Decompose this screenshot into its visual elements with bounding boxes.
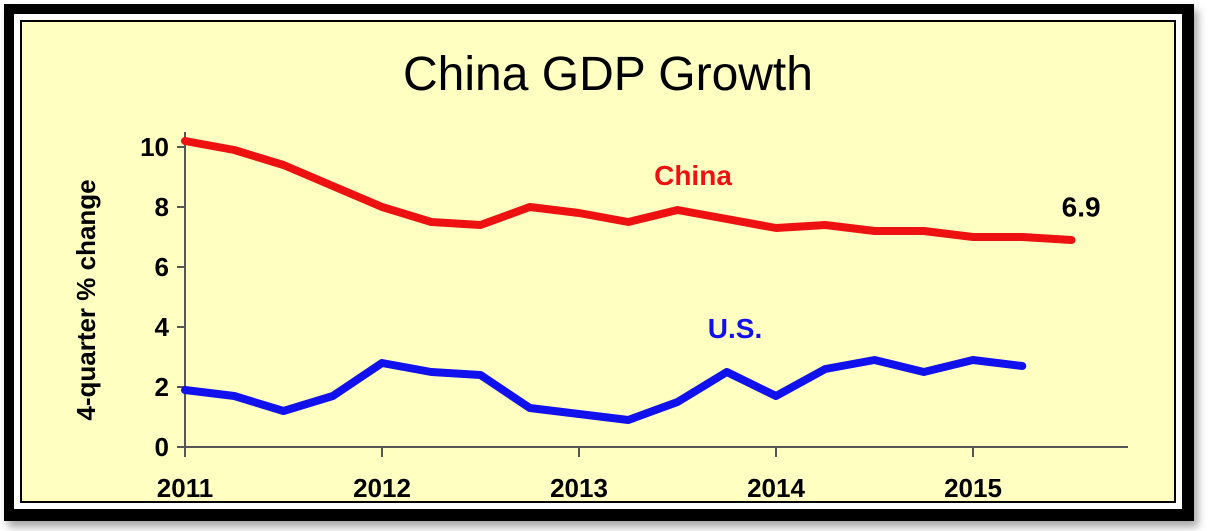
x-tick-label: 2015 (944, 473, 1002, 503)
x-tick-label: 2011 (157, 473, 213, 503)
series-label-china: China (654, 160, 732, 191)
y-axis-label: 4-quarter % change (71, 179, 101, 420)
y-tick-label: 0 (155, 432, 169, 462)
y-tick-label: 4 (155, 312, 170, 342)
axes: 0 2 4 6 8 10 2011 2012 2013 2014 2015 (140, 132, 1128, 503)
series-line-us (181, 356, 1027, 424)
chart-frame-outer (4, 4, 1194, 521)
y-tick-label: 6 (155, 252, 169, 282)
y-tick-label: 10 (140, 132, 169, 162)
labels-layer: China U.S. 6.9 (654, 160, 1100, 344)
x-tick-label: 2012 (353, 473, 411, 503)
chart-panel (20, 20, 1176, 503)
chart-title: China GDP Growth (403, 48, 813, 101)
y-tick-label: 8 (155, 192, 169, 222)
x-tick-label: 2014 (747, 473, 805, 503)
x-tick-label: 2013 (550, 473, 608, 503)
series-line-china (181, 137, 1076, 244)
y-tick-label: 2 (155, 372, 169, 402)
annotation-label: 6.9 (1062, 192, 1101, 223)
chart-frame-inner (14, 14, 1182, 509)
series-layer (181, 137, 1076, 424)
series-label-us: U.S. (708, 313, 762, 344)
